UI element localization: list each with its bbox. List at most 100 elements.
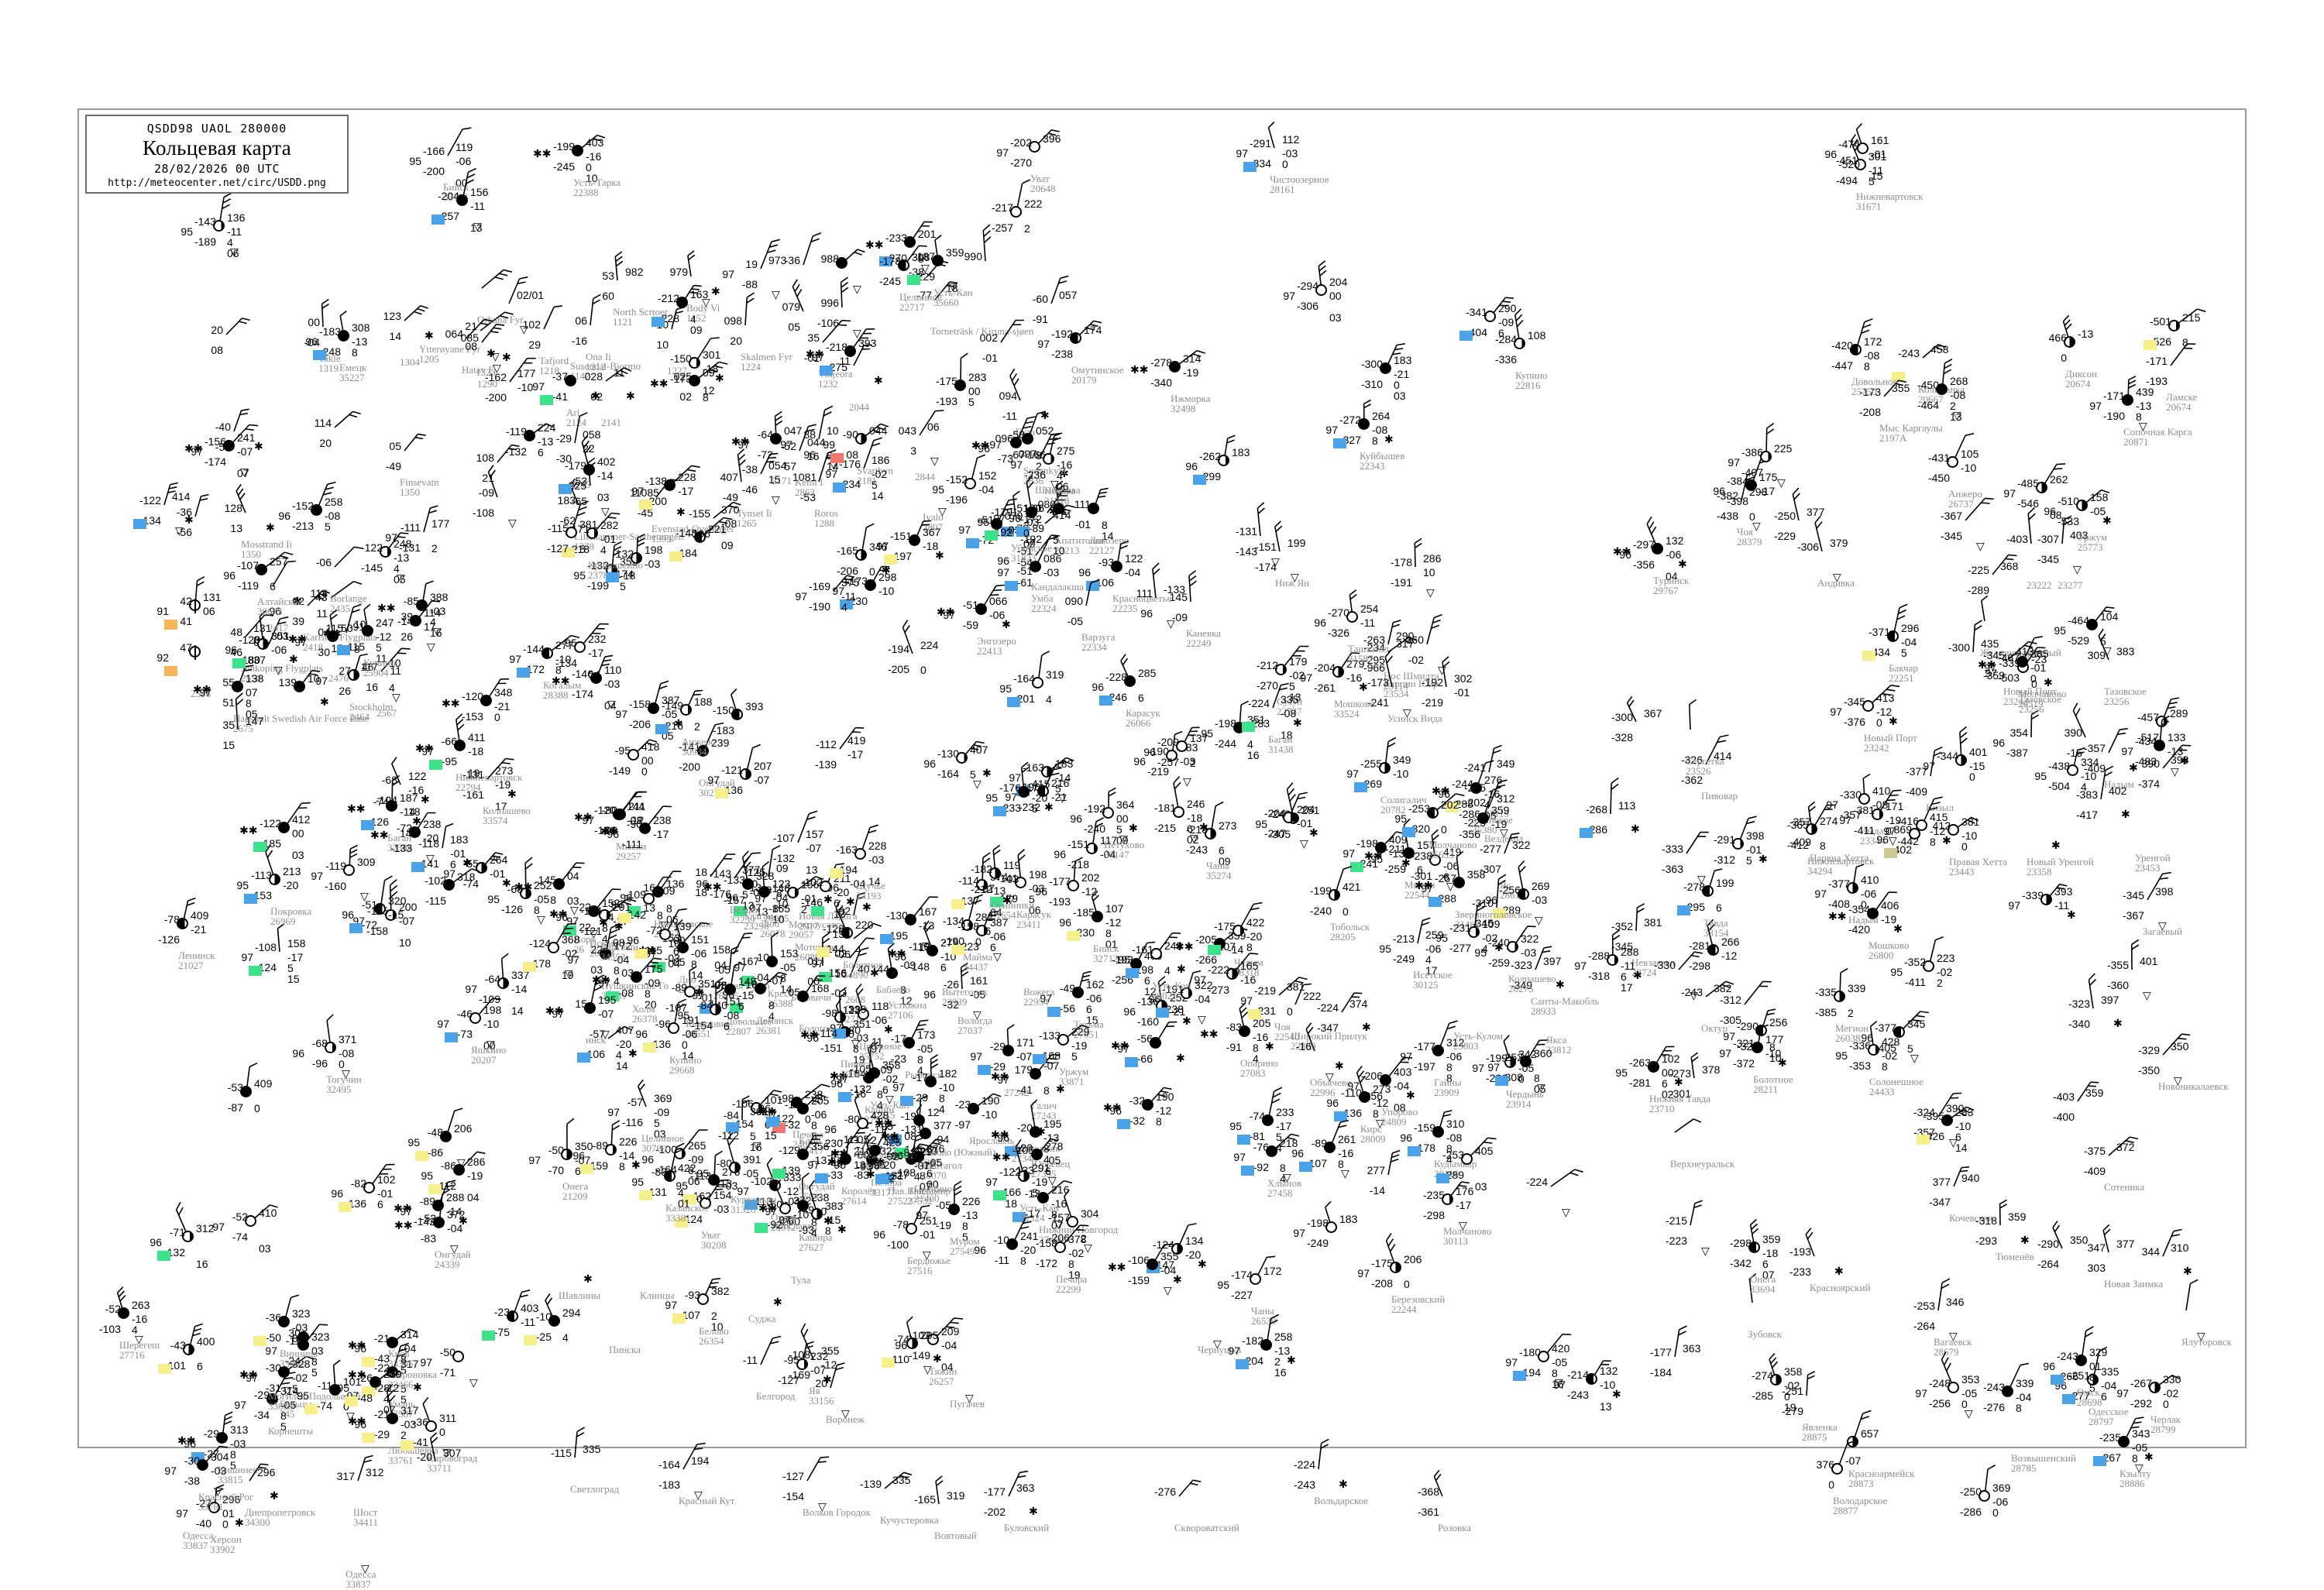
- weather-chip-fog: [1067, 931, 1080, 941]
- cloud-type-glyph: ▽: [2073, 564, 2082, 575]
- past-weather-glyph: ✱: [1198, 1259, 1207, 1269]
- low-cloud-code: 5: [1071, 1051, 1078, 1062]
- pressure-value: 066: [989, 596, 1007, 606]
- temperature-value: -78: [885, 1219, 909, 1230]
- dewpoint-value: -09: [1164, 612, 1188, 623]
- humidity-value: 96: [1285, 1148, 1304, 1159]
- temperature-value: -278: [1149, 357, 1172, 368]
- pressure-value: 458: [1930, 344, 1948, 355]
- temperature-value: -26: [349, 1372, 373, 1383]
- pressure-value: 409: [657, 885, 675, 896]
- dewpoint-value: -245: [878, 276, 901, 287]
- station-id: 30934: [682, 747, 707, 757]
- station-name: Суджа: [748, 1314, 775, 1324]
- dewpoint-value: -103: [98, 1324, 121, 1334]
- present-weather-glyph: ✱✱: [184, 443, 202, 454]
- pressure-value: 359: [2085, 1087, 2103, 1098]
- temperature-value: -485: [2016, 478, 2039, 489]
- pressure-tendency-value: -02: [882, 1073, 898, 1084]
- pressure-value: 319: [947, 1490, 964, 1501]
- pressure-value: 222: [1024, 198, 1042, 209]
- temperature-value: -253: [1441, 1149, 1464, 1160]
- temperature-value: -177: [982, 1486, 1006, 1497]
- dewpoint-value: -145: [359, 562, 383, 573]
- station-id: 24433: [1869, 1087, 1895, 1097]
- station-name: Ялуторовск: [2181, 1337, 2232, 1347]
- low-cloud-code: 2: [711, 1310, 717, 1321]
- pressure-value: 206: [1404, 1254, 1422, 1265]
- weather-chip-blue: [337, 645, 350, 655]
- past-weather-glyph: ✱: [459, 1215, 468, 1226]
- pressure-value: 229: [1071, 1026, 1089, 1037]
- mid-cloud-code: 16: [1274, 1367, 1287, 1378]
- pressure-value: 290: [1498, 303, 1516, 314]
- low-cloud-code: 4: [1482, 943, 1488, 954]
- low-cloud-code: 5: [1746, 855, 1752, 866]
- dewpoint-value: -74: [225, 1231, 248, 1242]
- dewpoint-value: -159: [1126, 1275, 1150, 1286]
- weather-chip-blue: [349, 923, 363, 933]
- pressure-tendency-value: -19: [1183, 367, 1198, 378]
- temperature-value: -335: [1813, 987, 1837, 998]
- pressure-value: 339: [2016, 1378, 2033, 1389]
- humidity-value: 97: [625, 486, 644, 496]
- temperature-value: -253: [1912, 1300, 1935, 1311]
- low-cloud-code: 4: [855, 944, 861, 955]
- low-cloud-code: 6: [1138, 692, 1144, 703]
- station-name: Пугачев: [950, 1399, 985, 1409]
- weather-chip-blue: [1495, 1076, 1508, 1086]
- temperature-value: -272: [1338, 414, 1361, 425]
- station-id: 21027: [178, 960, 204, 970]
- weather-chip-fog: [523, 962, 536, 972]
- humidity-value: 97: [414, 1357, 432, 1368]
- pressure-tendency-value: -03: [645, 558, 660, 569]
- temperature-value: -352: [1903, 956, 1926, 967]
- temperature-value: 47: [169, 642, 192, 653]
- temperature-value: -139: [858, 1478, 882, 1489]
- pressure-tendency-value: -10: [1393, 768, 1408, 779]
- pressure-value: 136: [227, 212, 245, 223]
- low-cloud-code: 8: [1820, 840, 1826, 851]
- pressure-value: 414: [1053, 510, 1071, 520]
- pressure-value: 152: [978, 470, 996, 481]
- cloud-type-glyph: ▽: [473, 221, 482, 232]
- station-id: 24339: [435, 1259, 460, 1269]
- temperature-value: -176: [998, 782, 1021, 793]
- temperature-value: 35: [211, 719, 235, 730]
- dewpoint-value: -174: [1253, 561, 1277, 572]
- mid-cloud-code: 03: [1329, 312, 1342, 323]
- cloud-type-glyph: ▽: [1965, 1408, 1973, 1419]
- temperature-value: -124: [528, 938, 551, 949]
- station-id: 33871: [1059, 1077, 1085, 1087]
- temperature-value: -85: [396, 596, 419, 606]
- pressure-value: 409: [191, 910, 208, 921]
- low-cloud-code: 6: [1762, 1259, 1769, 1269]
- past-weather-glyph: ✱: [583, 1273, 593, 1284]
- temperature-value: -83: [1219, 1022, 1242, 1032]
- low-cloud-code: 6: [538, 447, 544, 458]
- temperature-value: -131: [461, 769, 484, 780]
- dewpoint-value: -206: [835, 565, 858, 576]
- dewpoint-value: 0: [2044, 352, 2067, 363]
- pressure-value: 330: [2163, 1374, 2181, 1385]
- temperature-value: -121: [720, 764, 743, 775]
- humidity-value: 97: [1824, 706, 1842, 717]
- pressure-value: 173: [917, 1029, 935, 1040]
- dewpoint-value: -376: [1842, 716, 1865, 727]
- dewpoint-value: -236: [1023, 469, 1046, 480]
- pressure-value: 320: [388, 895, 406, 906]
- temperature-value: -95: [607, 745, 631, 756]
- pressure-value: 232: [588, 634, 606, 644]
- pressure-value: 414: [172, 491, 190, 502]
- past-weather-glyph: ✱: [715, 373, 724, 383]
- pressure-value: 393: [858, 338, 876, 349]
- station-id: 28205: [1330, 932, 1356, 942]
- weather-chip-blue: [1236, 1359, 1249, 1369]
- humidity-value: 97: [701, 774, 720, 785]
- dewpoint-value: -350: [2137, 1065, 2160, 1076]
- low-cloud-code: 2: [1274, 1356, 1281, 1367]
- past-weather-glyph: ✱: [2180, 755, 2189, 766]
- mid-cloud-code: 17: [1621, 982, 1633, 993]
- dewpoint-value: -215: [1153, 822, 1176, 833]
- pressure-value: 367: [923, 527, 940, 537]
